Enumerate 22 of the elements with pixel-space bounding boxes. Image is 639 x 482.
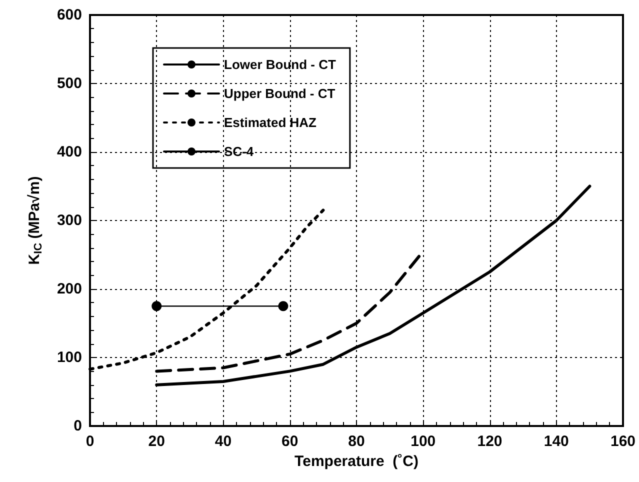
y-tick-label: 300 — [56, 212, 82, 229]
legend-label: Upper Bound - CT — [224, 86, 336, 101]
y-tick-label: 600 — [56, 6, 82, 24]
y-tick-label: 0 — [74, 418, 82, 434]
x-tick-label: 80 — [348, 433, 365, 450]
y-axis-title: KIC (MPa√m) — [26, 176, 44, 265]
x-tick-label: 60 — [282, 433, 298, 450]
y-tick-label: 200 — [56, 280, 82, 298]
x-axis-title: Temperature (˚C) — [294, 452, 418, 470]
x-tick-label: 0 — [86, 433, 94, 450]
x-tick-label: 20 — [148, 433, 165, 450]
x-tick-label: 120 — [477, 433, 502, 450]
legend-label: SC-4 — [224, 144, 254, 159]
y-tick-label: 500 — [56, 75, 82, 92]
x-tick-label: 160 — [610, 433, 636, 450]
legend-label: Lower Bound - CT — [224, 57, 336, 72]
y-tick-label: 400 — [56, 144, 82, 160]
legend-label: Estimated HAZ — [224, 115, 317, 130]
y-tick-label: 100 — [56, 349, 82, 366]
x-tick-label: 140 — [544, 433, 569, 450]
x-tick-label: 100 — [410, 433, 436, 450]
x-tick-label: 40 — [214, 433, 232, 450]
